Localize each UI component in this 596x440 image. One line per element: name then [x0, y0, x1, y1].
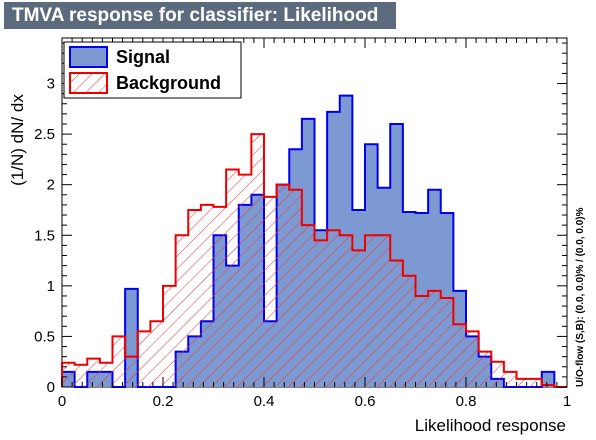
y-tick-label: 2.5: [34, 126, 55, 143]
background-bin-18: [289, 189, 303, 387]
x-tick-label: 0.8: [456, 393, 477, 410]
legend: Signal Background: [63, 41, 242, 99]
background-bin-34: [491, 361, 505, 387]
background-bin-27: [402, 275, 416, 387]
x-axis-title: Likelihood response: [415, 416, 566, 435]
y-axis-title: (1/N) dN/ dx: [8, 94, 27, 186]
background-bin-9: [175, 235, 189, 387]
background-bin-21: [327, 230, 341, 387]
chart-title: TMVA response for classifier: Likelihood: [4, 2, 396, 29]
background-bin-30: [440, 297, 454, 387]
background-series: [61, 133, 567, 388]
background-bin-2: [87, 358, 101, 387]
background-bin-26: [390, 260, 404, 387]
background-bin-16: [264, 196, 277, 387]
x-tick-label: 0.6: [355, 393, 376, 410]
background-bin-25: [377, 235, 391, 387]
y-tick-label: 1.5: [34, 227, 55, 244]
background-bin-1: [74, 364, 88, 387]
background-bin-5: [125, 356, 139, 387]
legend-label-signal: Signal: [116, 47, 170, 67]
background-bin-23: [352, 250, 366, 387]
background-bin-13: [226, 169, 240, 387]
background-bin-17: [276, 184, 290, 387]
x-tick-label: 0.2: [153, 393, 174, 410]
y-tick-label: 3: [47, 76, 55, 93]
background-bin-12: [213, 206, 227, 387]
background-bin-32: [466, 331, 479, 387]
y-tick-label: 0: [47, 379, 55, 396]
y-tick-label: 0.5: [34, 328, 55, 345]
background-bin-14: [238, 174, 252, 387]
legend-swatch-background: [69, 72, 108, 94]
signal-bin-38: [541, 371, 555, 387]
background-bin-28: [415, 295, 429, 387]
legend-swatch-signal: [69, 46, 108, 68]
background-bin-22: [339, 235, 353, 387]
background-bin-0: [62, 362, 75, 387]
background-bin-15: [251, 134, 265, 387]
background-bin-35: [503, 371, 517, 387]
background-outline: [61, 133, 567, 388]
background-bin-33: [478, 351, 492, 387]
background-bin-11: [200, 204, 214, 387]
background-bin-3: [99, 362, 113, 387]
y-tick-label: 1: [47, 278, 55, 295]
background-bin-19: [301, 225, 315, 387]
background-bin-20: [314, 240, 328, 387]
axis-tick-labels: 0 0.2 0.4 0.6 0.8 1 0 0.5 1 1.5 2 2.5 3: [34, 76, 571, 410]
background-bin-24: [365, 235, 378, 387]
background-bin-6: [137, 331, 151, 387]
x-tick-label: 1: [563, 393, 571, 410]
background-bin-29: [428, 290, 442, 387]
background-bin-4: [112, 336, 126, 387]
background-bin-31: [453, 324, 467, 387]
background-bin-37: [529, 378, 543, 387]
background-bin-10: [188, 209, 202, 387]
x-tick-label: 0.4: [254, 393, 275, 410]
background-bin-8: [163, 285, 176, 387]
axis-ticks: [61, 38, 568, 388]
overflow-label: U/O-flow (S,B): (0.0, 0.0)% / (0.0, 0.0)…: [575, 207, 586, 387]
background-bin-38: [541, 384, 555, 387]
background-bin-36: [516, 378, 530, 387]
y-tick-label: 2: [47, 177, 55, 194]
background-bin-7: [150, 321, 164, 387]
x-tick-label: 0: [58, 393, 66, 410]
legend-label-background: Background: [116, 73, 221, 93]
